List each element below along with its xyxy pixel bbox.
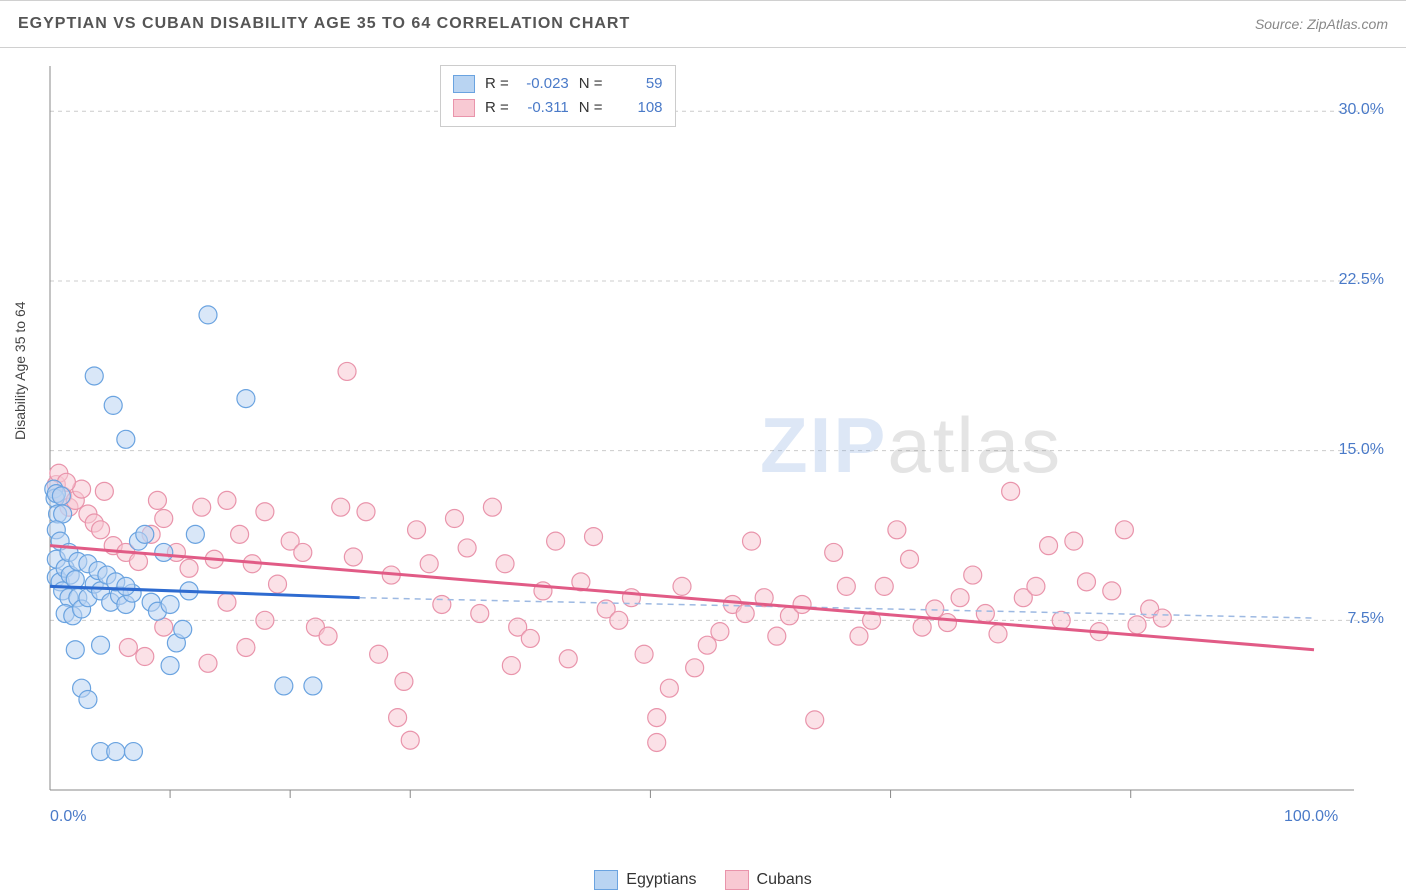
legend-row-series2: R = -0.311 N = 108: [453, 96, 663, 120]
swatch-series2-bottom: [725, 870, 749, 890]
correlation-legend: R = -0.023 N = 59 R = -0.311 N = 108: [440, 65, 676, 127]
chart-source: Source: ZipAtlas.com: [1255, 16, 1388, 32]
x-tick-label: 100.0%: [1284, 808, 1338, 826]
y-tick-label: 30.0%: [1324, 101, 1384, 119]
n-value-1: 59: [613, 72, 663, 96]
r-value-1: -0.023: [519, 72, 569, 96]
series-legend: Egyptians Cubans: [0, 870, 1406, 890]
y-tick-label: 15.0%: [1324, 441, 1384, 459]
legend-row-series1: R = -0.023 N = 59: [453, 72, 663, 96]
y-axis-label: Disability Age 35 to 64: [12, 301, 28, 440]
n-label-1: N =: [579, 72, 603, 96]
n-label-2: N =: [579, 96, 603, 120]
swatch-series2: [453, 99, 475, 117]
chart-title: EGYPTIAN VS CUBAN DISABILITY AGE 35 TO 6…: [18, 15, 630, 33]
n-value-2: 108: [613, 96, 663, 120]
swatch-series1: [453, 75, 475, 93]
r-value-2: -0.311: [519, 96, 569, 120]
chart-header: EGYPTIAN VS CUBAN DISABILITY AGE 35 TO 6…: [0, 0, 1406, 48]
swatch-series1-bottom: [594, 870, 618, 890]
scatter-plot-svg: [44, 60, 1378, 820]
legend-label-series1: Egyptians: [626, 871, 696, 889]
r-label-2: R =: [485, 96, 509, 120]
legend-label-series2: Cubans: [757, 871, 812, 889]
y-tick-label: 7.5%: [1324, 610, 1384, 628]
legend-item-series1: Egyptians: [594, 870, 696, 890]
legend-item-series2: Cubans: [725, 870, 812, 890]
r-label-1: R =: [485, 72, 509, 96]
chart-area: [44, 60, 1378, 820]
y-tick-label: 22.5%: [1324, 271, 1384, 289]
x-tick-label: 0.0%: [50, 808, 86, 826]
